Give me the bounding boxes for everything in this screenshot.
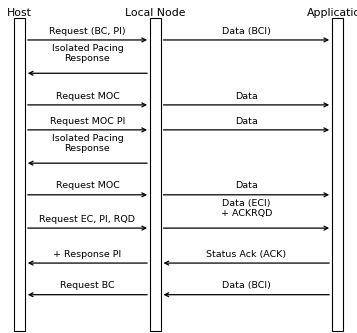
Text: Data (BCI): Data (BCI) — [222, 281, 271, 290]
Text: Data (BCI): Data (BCI) — [222, 27, 271, 36]
Text: Application: Application — [307, 8, 357, 18]
Bar — [150, 18, 161, 331]
Text: Data: Data — [235, 181, 258, 190]
Bar — [332, 18, 343, 331]
Text: Host: Host — [7, 8, 32, 18]
Text: Isolated Pacing
Response: Isolated Pacing Response — [52, 134, 123, 153]
Text: Request BC: Request BC — [60, 281, 115, 290]
Text: Isolated Pacing
Response: Isolated Pacing Response — [52, 44, 123, 63]
Text: Request (BC, PI): Request (BC, PI) — [49, 27, 126, 36]
Text: Request MOC: Request MOC — [56, 92, 119, 101]
Text: + Response PI: + Response PI — [53, 250, 122, 259]
Text: Status Ack (ACK): Status Ack (ACK) — [206, 250, 286, 259]
Text: Request MOC PI: Request MOC PI — [50, 117, 125, 126]
Text: Data: Data — [235, 117, 258, 126]
Bar — [14, 18, 25, 331]
Text: Data: Data — [235, 92, 258, 101]
Text: Data (ECI)
+ ACKRQD: Data (ECI) + ACKRQD — [221, 199, 272, 218]
Text: Request MOC: Request MOC — [56, 181, 119, 190]
Text: Request EC, PI, RQD: Request EC, PI, RQD — [40, 215, 135, 224]
Text: Local Node: Local Node — [125, 8, 186, 18]
